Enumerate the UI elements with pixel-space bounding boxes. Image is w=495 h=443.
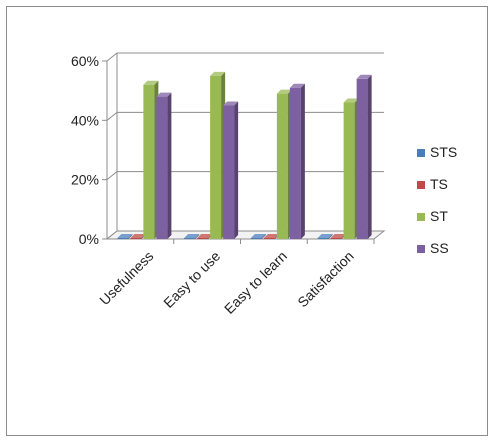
gridline-side [106,52,118,62]
y-tick-label: 40% [71,112,99,128]
bar-sts-2 [250,234,266,239]
bar-top [250,234,266,238]
bar-sts-3 [317,234,333,239]
bar-front [263,238,275,239]
bar-top [210,71,226,76]
bar-front [130,238,142,239]
x-tick-label: Satisfaction [294,248,356,310]
bar-top [343,98,359,103]
bar-top [184,234,200,238]
bar-side [234,101,239,239]
bar-side [367,74,372,239]
legend-item: TS [417,176,448,192]
bar-front [223,105,235,239]
gridline-side [106,111,118,121]
bar-side [128,234,133,239]
bar-ss-0 [156,92,172,239]
legend-item: ST [417,208,448,224]
bar-front [317,238,329,239]
legend-label: ST [430,208,448,224]
bar-st-3 [343,98,359,240]
legend-swatch [417,245,425,253]
y-tick-label: 60% [71,53,99,69]
bar-front [356,78,368,239]
x-tick-label: Easy to learn [221,248,290,317]
bar-top [130,234,146,238]
x-tick-label: Easy to use [160,248,223,311]
bar-top [156,92,172,97]
legend-item: SS [417,240,449,256]
bar-front [184,238,196,239]
gridline-side [106,171,118,181]
legend-label: SS [430,240,449,256]
bar-front [197,238,209,239]
bar-sts-1 [184,234,200,239]
legend: STS TS ST SS [417,144,457,256]
bar-top [289,83,305,88]
bar-side [167,92,172,239]
bar-top [330,234,346,238]
chart-frame: 0% 20% 40% 60% Usefulness Easy to use Easy to… [6,6,488,436]
legend-label: TS [430,176,448,192]
legend-swatch [417,213,425,221]
bar-top [356,74,372,79]
axes [105,61,386,240]
legend-label: STS [430,144,457,160]
bar-top [197,234,213,238]
bar-st-0 [143,80,159,239]
bar-ss-2 [289,83,305,239]
bar-st-2 [276,89,292,239]
bar-top [223,101,239,106]
bar-front [330,238,342,239]
bar-st-1 [210,71,226,239]
bar-front [289,87,301,239]
y-tick-label: 20% [71,172,99,188]
bar-side [195,234,200,239]
bar-side [300,83,305,239]
bar-top [117,234,133,238]
y-tick-label: 0% [79,231,99,247]
bar-sts-0 [117,234,133,239]
bar-top [276,89,292,94]
bar-front [343,102,355,240]
bar-top [317,234,333,238]
bar-front [143,84,155,239]
bar-front [156,96,168,239]
x-tick-label: Usefulness [96,248,156,308]
legend-swatch [417,149,425,157]
bars [117,71,372,240]
bar-ss-1 [223,101,239,239]
bar-top [263,234,279,238]
bar-top [143,80,159,85]
bar-side [328,234,333,239]
bar-ss-3 [356,74,372,239]
legend-swatch [417,181,425,189]
bar-front [117,238,129,239]
bar-front [250,238,262,239]
bar-front [210,75,222,239]
legend-item: STS [417,144,457,160]
bar-front [276,93,288,239]
bar-side [261,234,266,239]
y-tick-labels: 0% 20% 40% 60% [71,53,107,247]
